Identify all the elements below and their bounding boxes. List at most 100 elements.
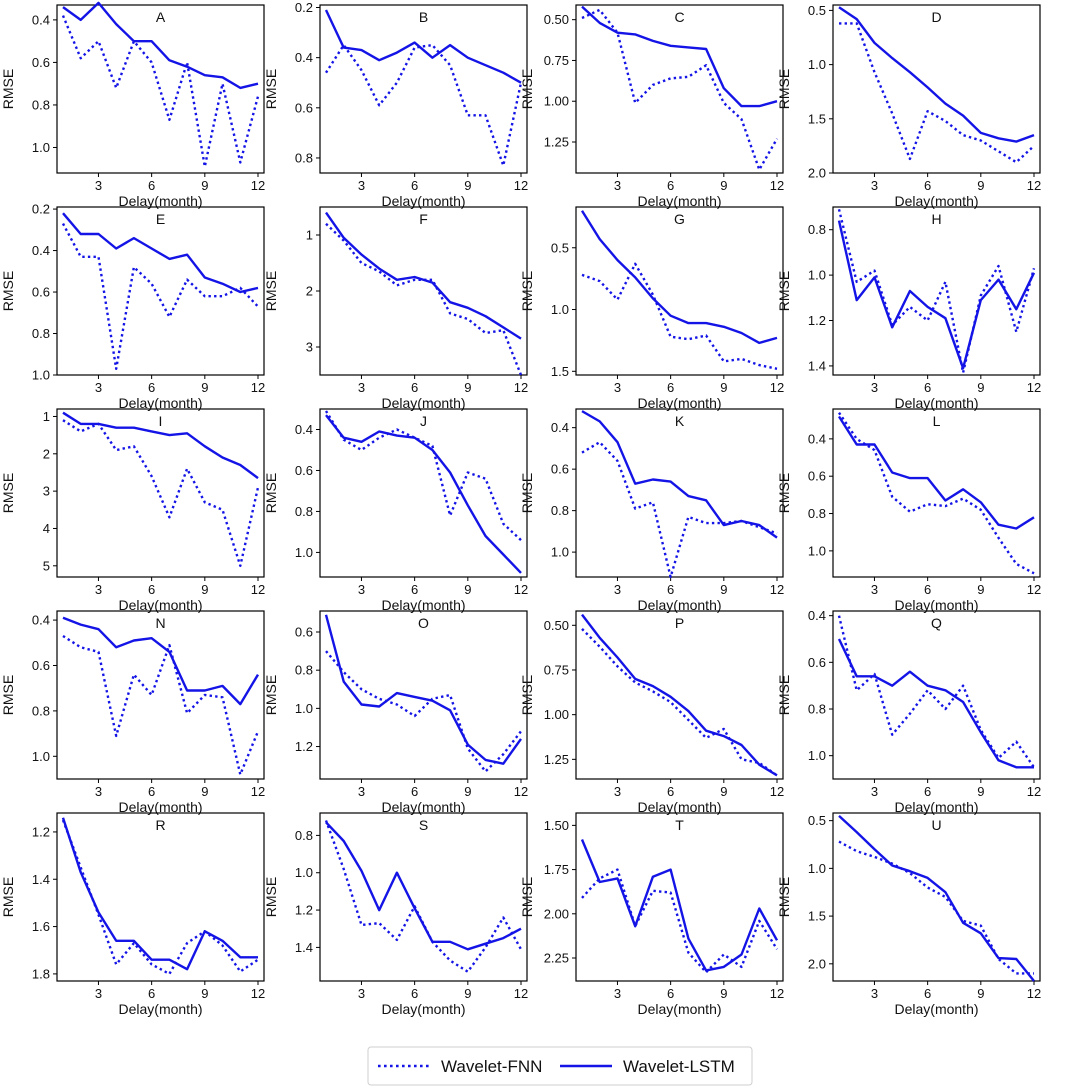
series-line-wavelet-lstm — [62, 616, 260, 706]
y-tick-label: 0.8 — [32, 326, 50, 341]
x-tick-label: 12 — [251, 784, 265, 799]
x-tick-label: 12 — [770, 582, 784, 597]
x-tick-label: 9 — [977, 178, 984, 193]
series-line-wavelet-lstm — [580, 839, 779, 972]
x-tick-label: 12 — [514, 582, 528, 597]
x-tick-label: 3 — [358, 178, 365, 193]
y-tick-label: 0.6 — [295, 625, 313, 640]
series-line-wavelet-fnn — [581, 628, 778, 777]
panel-frame — [319, 4, 528, 174]
x-tick-label: 12 — [1027, 178, 1041, 193]
y-tick-label: 1.4 — [32, 872, 50, 887]
x-tick-label: 3 — [871, 380, 878, 395]
panel-g: G 3 6 9 12 0.5 1.0 1.5 Delay(month) RMSE — [519, 206, 784, 411]
x-tick-label: 6 — [148, 784, 155, 799]
y-tick-label: 2.00 — [544, 906, 569, 921]
x-tick-label: 9 — [720, 986, 727, 1001]
x-tick-label: 9 — [977, 784, 984, 799]
y-tick-label: 0.8 — [295, 504, 313, 519]
panel-title: G — [674, 211, 685, 227]
series-line-wavelet-fnn — [581, 8, 779, 171]
y-tick-label: 3 — [43, 484, 50, 499]
y-tick-label: 1.4 — [808, 358, 826, 373]
panel-title: U — [931, 817, 941, 833]
y-tick-label: 0.5 — [808, 3, 826, 18]
y-tick-label: 1.5 — [808, 111, 826, 126]
y-tick-label: 0.6 — [808, 655, 826, 670]
x-axis-label: Delay(month) — [894, 597, 978, 613]
x-tick-label: 6 — [667, 784, 674, 799]
panel-u: U 3 6 9 12 0.5 1.0 1.5 2.0 Delay(month) RMSE — [776, 812, 1041, 1017]
x-tick-label: 9 — [201, 582, 208, 597]
x-axis-label: Delay(month) — [381, 395, 465, 411]
y-tick-label: 0.75 — [544, 53, 569, 68]
y-tick-label: 1.2 — [295, 903, 313, 918]
x-tick-label: 12 — [514, 784, 528, 799]
y-axis-label: RMSE — [0, 675, 16, 715]
y-tick-label: 0.8 — [295, 150, 313, 165]
legend-label-fnn: Wavelet-FNN — [441, 1057, 542, 1076]
x-tick-label: 12 — [770, 178, 784, 193]
panel-title: P — [675, 615, 684, 631]
panel-c: C 3 6 9 12 0.50 0.75 1.00 1.25 Delay(month) RMSE — [519, 4, 784, 209]
y-tick-label: 1.4 — [295, 940, 313, 955]
y-tick-label: 1 — [43, 409, 50, 424]
series-line-wavelet-lstm — [325, 211, 522, 340]
x-tick-label: 12 — [514, 380, 528, 395]
x-tick-label: 6 — [411, 784, 418, 799]
panel-title: N — [155, 615, 165, 631]
x-tick-label: 9 — [720, 784, 727, 799]
series-line-wavelet-lstm — [838, 6, 1035, 143]
y-tick-label: 1.50 — [544, 818, 569, 833]
series-line-wavelet-lstm — [838, 815, 1035, 982]
y-tick-label: 0.6 — [32, 658, 50, 673]
x-tick-label: 9 — [977, 582, 984, 597]
y-tick-label: 1.5 — [808, 909, 826, 924]
x-tick-label: 3 — [871, 582, 878, 597]
y-tick-label: 1.0 — [808, 268, 826, 283]
panel-frame — [56, 4, 265, 174]
x-tick-label: 12 — [1027, 784, 1041, 799]
panel-t: T 3 6 9 12 1.50 1.75 2.00 2.25 Delay(month) RMSE — [519, 812, 784, 1017]
legend: Wavelet-FNN Wavelet-LSTM — [367, 1046, 753, 1086]
x-tick-label: 6 — [148, 582, 155, 597]
series-line-wavelet-lstm — [62, 1, 259, 90]
y-tick-label: 1.2 — [32, 824, 50, 839]
x-axis-label: Delay(month) — [637, 799, 721, 815]
panel-title: D — [931, 9, 941, 25]
panel-title: T — [675, 817, 684, 833]
panel-h: H 3 6 9 12 0.8 1.0 1.2 1.4 Delay(month) RMSE — [776, 206, 1041, 411]
y-tick-label: 1.6 — [32, 919, 50, 934]
x-tick-label: 9 — [464, 380, 471, 395]
x-axis-label: Delay(month) — [381, 1001, 465, 1017]
y-axis-label: RMSE — [263, 675, 279, 715]
panel-p: P 3 6 9 12 0.50 0.75 1.00 1.25 Delay(month) RMSE — [519, 610, 784, 815]
series-line-wavelet-lstm — [837, 638, 1034, 769]
x-axis-label: Delay(month) — [894, 395, 978, 411]
x-tick-label: 3 — [614, 380, 621, 395]
panel-frame — [575, 812, 784, 982]
y-tick-label: 0.8 — [808, 506, 826, 521]
panel-title: H — [931, 211, 941, 227]
y-axis-label: RMSE — [776, 473, 792, 513]
x-tick-label: 3 — [358, 380, 365, 395]
x-tick-label: 9 — [201, 986, 208, 1001]
x-axis-label: Delay(month) — [381, 597, 465, 613]
panel-l: L 3 6 9 12 0.4 0.6 0.8 1.0 Delay(month) RMSE — [776, 408, 1041, 613]
x-tick-label: 9 — [464, 986, 471, 1001]
series-line-wavelet-fnn — [325, 222, 523, 376]
x-tick-label: 6 — [148, 986, 155, 1001]
y-tick-label: 0.5 — [551, 240, 569, 255]
panel-frame — [575, 408, 784, 578]
y-tick-label: 3 — [306, 340, 313, 355]
y-tick-label: 0.4 — [32, 243, 50, 258]
series-line-wavelet-lstm — [837, 220, 1036, 370]
y-axis-label: RMSE — [776, 877, 792, 917]
x-axis-label: Delay(month) — [637, 1001, 721, 1017]
x-tick-label: 3 — [614, 986, 621, 1001]
panel-title: E — [156, 211, 165, 227]
y-tick-label: 0.4 — [32, 12, 50, 27]
x-tick-label: 6 — [924, 178, 931, 193]
y-tick-label: 1.0 — [295, 701, 313, 716]
